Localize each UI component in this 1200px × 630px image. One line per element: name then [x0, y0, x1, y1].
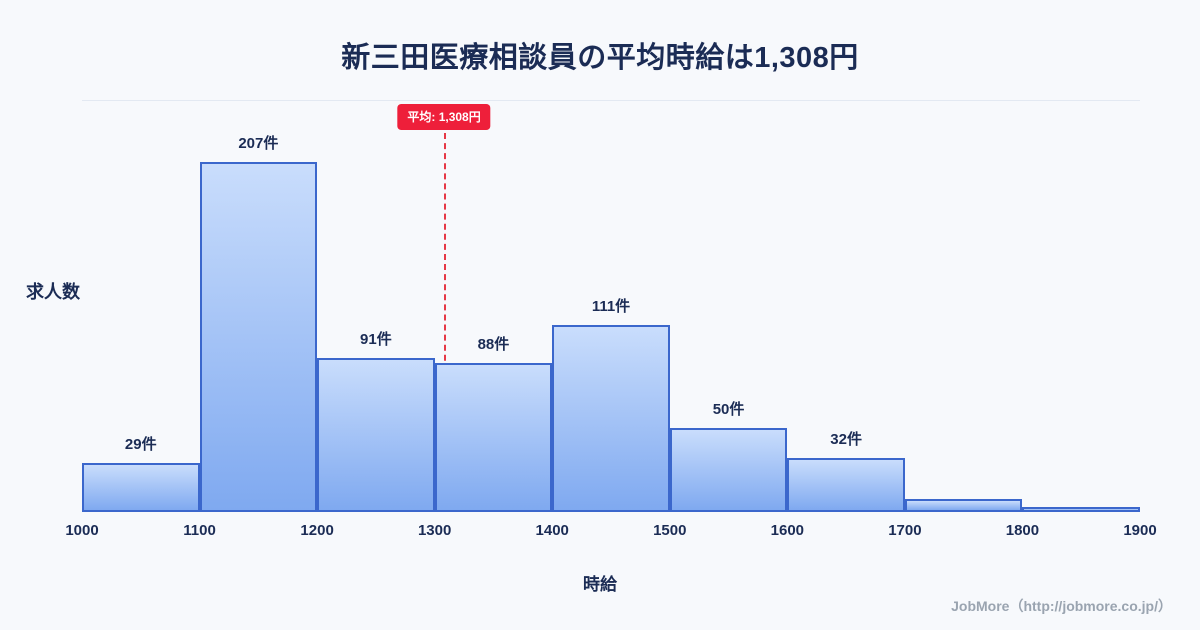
x-tick-label: 1900 — [1123, 522, 1157, 539]
y-axis-label: 求人数 — [26, 282, 80, 302]
chart-title: 新三田医療相談員の平均時給は1,308円 — [341, 42, 859, 74]
x-tick-label: 1100 — [183, 522, 216, 539]
x-tick-label: 1400 — [535, 522, 569, 539]
average-line — [444, 133, 447, 512]
plot-area: 平均: 1,308円 29件 207件 91件 88件 111件 50件 32件 — [82, 100, 1140, 512]
x-axis-label: 時給 — [583, 575, 617, 594]
histogram-bar — [199, 162, 318, 512]
histogram-bar — [434, 363, 553, 512]
x-tick-label: 1800 — [1005, 522, 1040, 539]
histogram-bar — [904, 498, 1023, 512]
histogram-bar — [82, 463, 200, 512]
x-tick-label: 1000 — [65, 522, 99, 539]
x-tick-label: 1500 — [653, 522, 687, 539]
histogram-bar — [669, 427, 788, 512]
bar-count-label: 32件 — [830, 430, 862, 448]
footer-credit: JobMore（http://jobmore.co.jp/） — [951, 598, 1172, 614]
x-tick-label: 1600 — [770, 522, 805, 539]
bar-count-label: 50件 — [712, 400, 745, 418]
x-axis-ticks: 1000 1100 1200 1300 1400 1500 1600 1700 1800 1900 — [65, 522, 1156, 544]
x-tick-label: 1300 — [417, 522, 452, 539]
bar-count-label: 91件 — [360, 331, 392, 349]
histogram-bar — [1022, 506, 1140, 512]
histogram-bar — [787, 457, 905, 512]
histogram-bar — [317, 358, 435, 512]
x-tick-label: 1200 — [300, 522, 334, 539]
average-badge: 平均: 1,308円 — [397, 104, 491, 130]
histogram-bar — [552, 324, 670, 512]
bar-count-label: 88件 — [477, 336, 510, 354]
bar-count-label: 111件 — [591, 297, 631, 315]
bar-count-label: 207件 — [238, 135, 279, 153]
x-tick-label: 1700 — [888, 522, 922, 539]
bar-count-label: 29件 — [124, 436, 157, 454]
